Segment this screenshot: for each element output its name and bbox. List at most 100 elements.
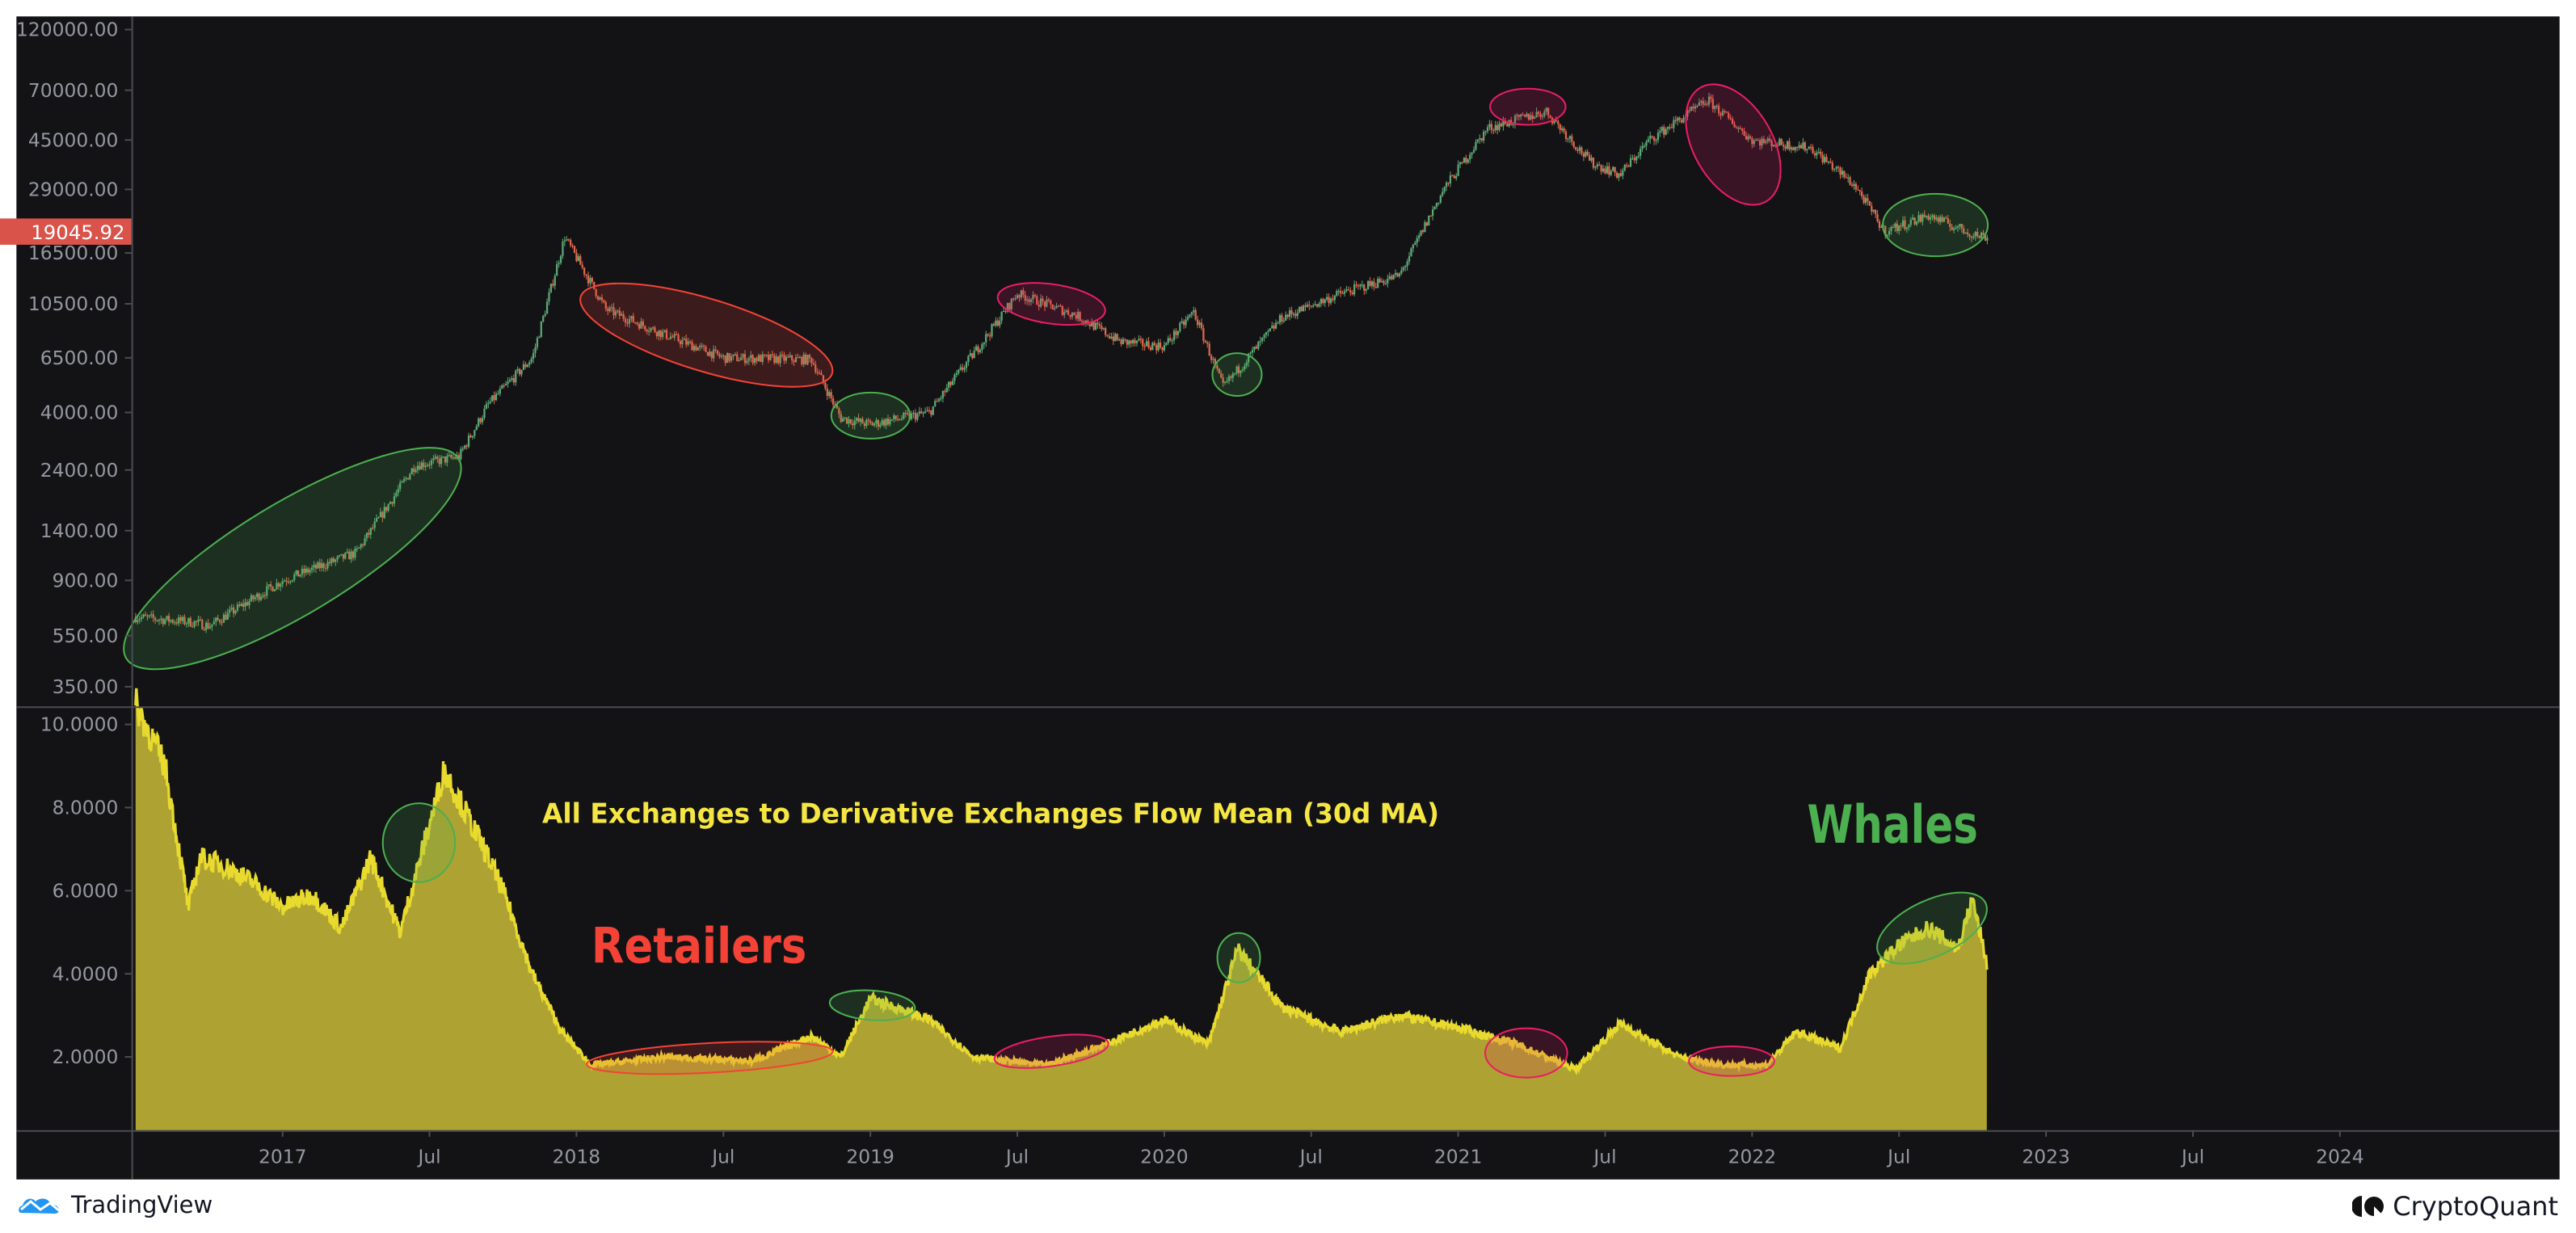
candle: [1964, 232, 1967, 234]
candle: [1659, 131, 1661, 133]
candle: [1963, 228, 1965, 234]
candle: [1543, 112, 1546, 116]
candle: [1539, 113, 1542, 117]
candle: [1467, 159, 1469, 163]
candle: [1296, 312, 1299, 317]
candle: [1138, 339, 1140, 341]
candle: [481, 418, 484, 423]
candle: [225, 614, 227, 620]
candle: [1294, 314, 1297, 317]
candle: [1933, 215, 1936, 220]
candle: [1197, 319, 1199, 326]
candle: [894, 415, 897, 419]
candle: [195, 621, 198, 622]
candle: [794, 357, 798, 363]
candle: [1277, 322, 1279, 324]
candle: [1937, 217, 1939, 222]
candle: [1783, 145, 1785, 147]
candle: [628, 318, 631, 324]
candle: [856, 418, 858, 421]
candle: [730, 356, 733, 361]
candle: [1057, 305, 1060, 307]
candle: [1010, 298, 1012, 310]
candle: [679, 341, 682, 345]
candle: [469, 436, 472, 438]
candle: [751, 355, 754, 364]
candle: [828, 392, 831, 396]
candle: [1147, 341, 1150, 348]
tradingview-logo[interactable]: TradingView: [18, 1191, 213, 1218]
candle: [299, 574, 301, 577]
candle: [358, 547, 360, 549]
candle: [1102, 328, 1105, 330]
candle: [208, 626, 212, 629]
candle: [205, 622, 208, 630]
candle: [405, 478, 407, 479]
candle: [1320, 299, 1323, 304]
candle: [273, 589, 276, 591]
candle: [1310, 305, 1312, 307]
candle: [1416, 238, 1418, 243]
candle: [1913, 217, 1916, 225]
candle: [1096, 322, 1099, 325]
price-tick-label: 900.00: [53, 569, 119, 591]
candle: [1749, 136, 1752, 138]
candle: [1361, 284, 1363, 286]
candle: [1909, 219, 1912, 225]
candle: [328, 562, 331, 564]
candle: [701, 345, 703, 347]
candle: [1559, 124, 1561, 130]
candle: [981, 344, 983, 351]
candle: [736, 354, 739, 361]
candle: [314, 564, 318, 569]
candle: [252, 595, 255, 600]
candle: [685, 339, 688, 345]
candle: [740, 357, 743, 360]
candle: [1210, 356, 1213, 360]
candle: [1046, 299, 1048, 307]
candle: [1492, 129, 1495, 132]
candle: [1955, 227, 1957, 229]
candle: [612, 307, 615, 316]
candle: [393, 496, 396, 504]
candle: [162, 618, 164, 625]
candle: [1451, 175, 1454, 177]
candle: [773, 355, 776, 364]
candle: [1817, 151, 1820, 154]
candle: [1788, 141, 1791, 150]
candle: [720, 356, 722, 357]
candle: [1849, 177, 1851, 185]
candle: [512, 378, 515, 383]
candle: [761, 354, 764, 362]
candle: [1847, 177, 1850, 179]
candle: [1615, 172, 1618, 178]
candle: [1598, 164, 1601, 166]
pink-highlight-ellipse: [996, 282, 1106, 326]
candle: [1850, 184, 1854, 187]
candle: [1077, 312, 1080, 319]
candle: [709, 351, 711, 356]
cryptoquant-logo[interactable]: CryptoQuant: [2352, 1191, 2558, 1222]
candle: [1837, 166, 1840, 168]
candle: [991, 324, 993, 337]
pink-highlight-ellipse: [1489, 87, 1567, 126]
candle: [1766, 138, 1769, 141]
candle: [651, 327, 655, 329]
candle: [461, 448, 464, 450]
candle: [1557, 120, 1559, 124]
price-tick-label: 45000.00: [28, 128, 119, 151]
candle: [1798, 145, 1800, 149]
candle: [1269, 328, 1271, 331]
candle: [1028, 299, 1030, 302]
candle: [1040, 298, 1042, 307]
candle: [1134, 339, 1136, 343]
candle: [1549, 115, 1551, 118]
candle: [1400, 270, 1403, 274]
cryptoquant-label: CryptoQuant: [2393, 1191, 2558, 1222]
candle: [1541, 116, 1544, 117]
candle: [1761, 138, 1763, 146]
candle: [1790, 147, 1792, 150]
x-tick-label: Jul: [1886, 1145, 1910, 1168]
candle: [1486, 127, 1489, 132]
